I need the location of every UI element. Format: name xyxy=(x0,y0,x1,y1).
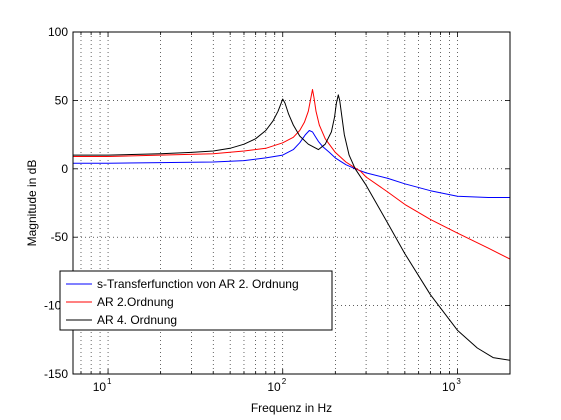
x-tick-label-exponent: 2 xyxy=(282,377,287,386)
legend-entry-label: AR 4. Ordnung xyxy=(97,313,177,327)
y-tick-label: 50 xyxy=(55,93,69,107)
plot-frame xyxy=(72,31,511,375)
y-tick-label: -150 xyxy=(44,367,68,381)
legend: s-Transferfunction von AR 2. Ordnung AR 2… xyxy=(59,270,333,331)
series-layer xyxy=(73,89,511,361)
y-tick-label: 100 xyxy=(48,25,68,39)
x-tick-label: 10 1 xyxy=(93,377,112,394)
x-tick-label-exponent: 1 xyxy=(107,377,112,386)
x-axis-label: Frequenz in Hz xyxy=(251,401,332,415)
series-line-1 xyxy=(73,130,510,198)
tick-layer xyxy=(73,31,511,375)
y-tick-label: 0 xyxy=(61,162,68,176)
series-line-2 xyxy=(73,89,511,260)
x-tick-label-base: 10 xyxy=(442,380,456,394)
y-tick-label: -50 xyxy=(51,230,69,244)
legend-entry-label: AR 2.Ordnung xyxy=(97,295,174,309)
series-line-3 xyxy=(73,94,511,361)
x-tick-label-exponent: 3 xyxy=(456,377,461,386)
x-tick-label: 10 3 xyxy=(442,377,461,394)
y-axis-label: Magnitude in dB xyxy=(25,160,39,247)
legend-box xyxy=(59,270,333,331)
x-tick-label-base: 10 xyxy=(93,380,107,394)
x-tick-label: 10 2 xyxy=(267,377,286,394)
legend-entry-label: s-Transferfunction von AR 2. Ordnung xyxy=(97,277,299,291)
x-tick-label-base: 10 xyxy=(267,380,281,394)
